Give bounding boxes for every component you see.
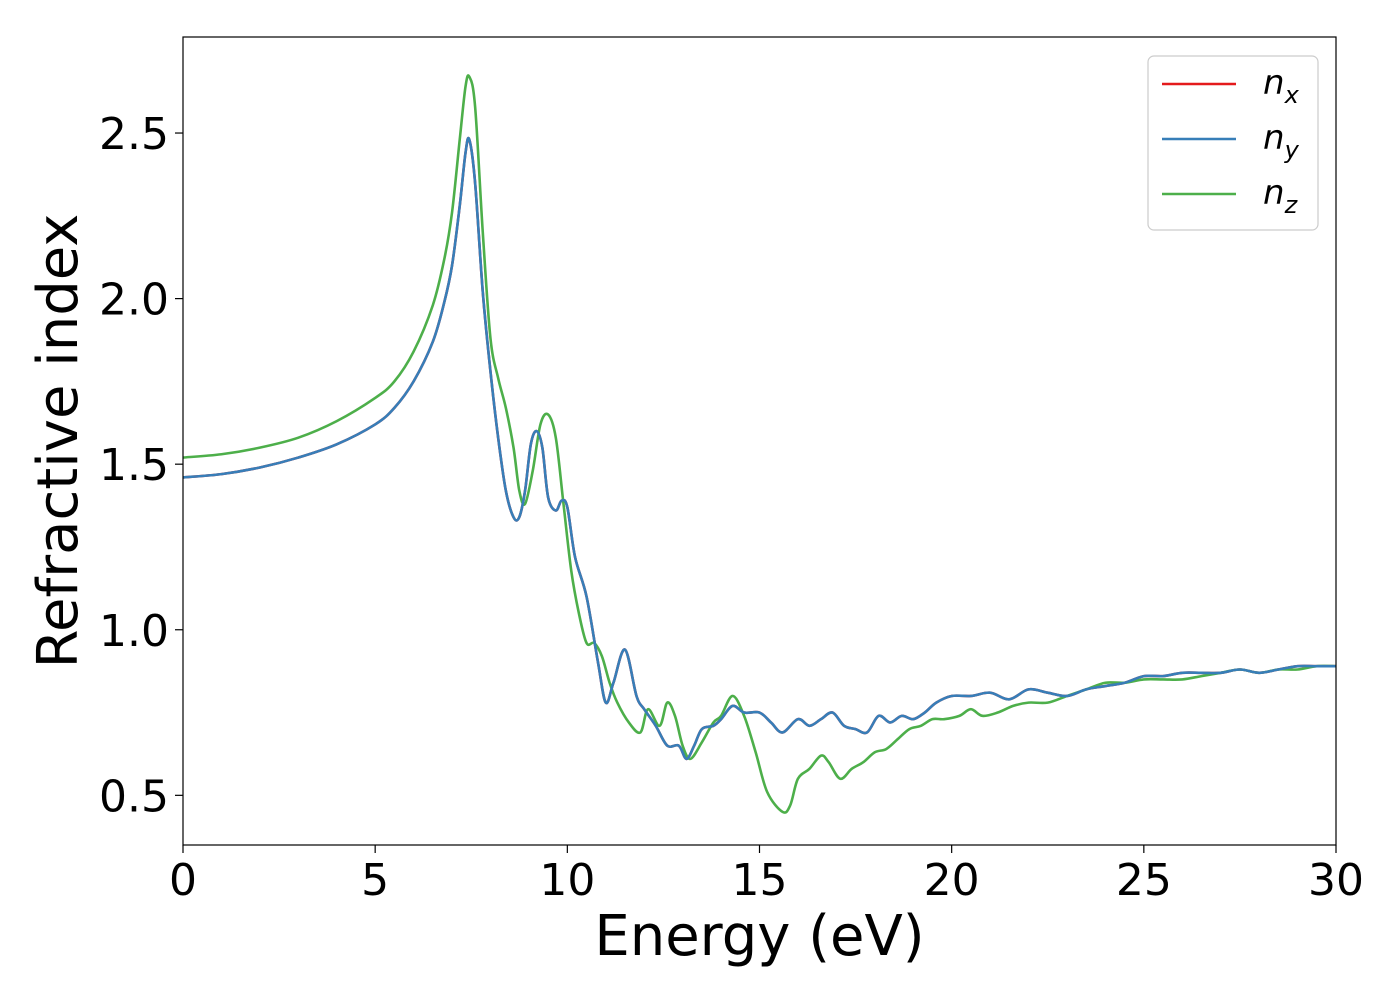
legend-label-subscript: y	[1284, 136, 1300, 164]
series-line-z	[183, 74, 1336, 814]
y-tick-label: 0.5	[99, 771, 169, 822]
x-axis-label: Energy (eV)	[594, 904, 924, 969]
series-layer	[183, 74, 1336, 814]
legend-label-main: n	[1263, 118, 1285, 158]
x-tick-label: 10	[539, 855, 595, 906]
x-tick-label: 0	[169, 855, 197, 906]
legend-label-main: n	[1263, 63, 1285, 103]
ticks-layer: 0 5 10 15 20 25 30 0.5 1.0 1.5 2.0 2.5	[99, 109, 1364, 906]
legend-label-subscript: x	[1284, 81, 1300, 109]
x-tick-label: 20	[924, 855, 980, 906]
y-axis-label: Refractive index	[26, 214, 91, 669]
legend-label-main: n	[1263, 173, 1285, 213]
legend-label-z: nz	[1263, 173, 1299, 219]
x-tick-label: 30	[1308, 855, 1364, 906]
series-line-x	[183, 136, 1336, 761]
y-tick-label: 1.5	[99, 440, 169, 491]
legend-label-x: nx	[1263, 63, 1300, 109]
x-tick-label: 5	[361, 855, 389, 906]
legend-label-subscript: z	[1284, 191, 1299, 219]
x-tick-label: 15	[732, 855, 788, 906]
y-tick-label: 2.5	[99, 109, 169, 160]
y-tick-label: 1.0	[99, 606, 169, 657]
legend-box	[1147, 55, 1319, 231]
y-tick-label: 2.0	[99, 275, 169, 326]
series-line-y	[183, 136, 1336, 761]
legend-label-y: ny	[1263, 118, 1300, 164]
x-tick-label: 25	[1116, 855, 1172, 906]
